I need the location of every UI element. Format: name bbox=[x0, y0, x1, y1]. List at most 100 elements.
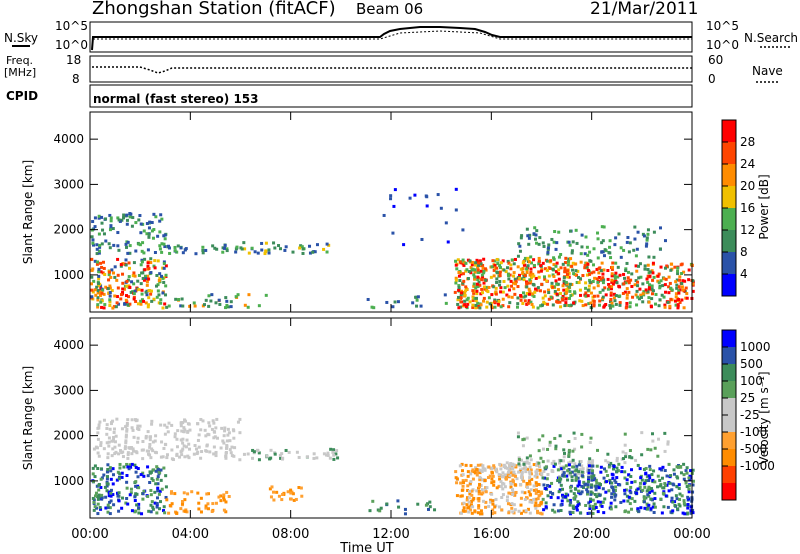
scatter-cell bbox=[454, 259, 458, 263]
scatter-cell bbox=[221, 439, 225, 443]
scatter-cell bbox=[173, 245, 177, 249]
scatter-cell bbox=[278, 247, 282, 251]
scatter-cell bbox=[481, 464, 485, 468]
scatter-cell bbox=[92, 508, 96, 512]
scatter-cell bbox=[596, 280, 600, 284]
scatter-cell bbox=[552, 503, 556, 507]
scatter-cell bbox=[547, 297, 551, 301]
scatter-cell bbox=[658, 298, 662, 302]
scatter-cell bbox=[675, 286, 679, 290]
scatter-cell bbox=[645, 475, 649, 479]
scatter-cell bbox=[472, 284, 476, 288]
scatter-cell bbox=[498, 280, 502, 284]
scatter-cell bbox=[516, 265, 520, 269]
scatter-cell bbox=[541, 460, 545, 464]
scatter-cell bbox=[154, 469, 158, 473]
scatter-cell bbox=[128, 215, 132, 219]
scatter-cell bbox=[555, 292, 559, 296]
scatter-cell bbox=[129, 465, 133, 469]
scatter-cell bbox=[507, 305, 511, 309]
scatter-cell bbox=[116, 286, 120, 290]
scatter-cell bbox=[98, 245, 102, 249]
scatter-cell bbox=[207, 294, 211, 298]
scatter-cell bbox=[680, 282, 684, 286]
scatter-cell bbox=[540, 268, 544, 272]
scatter-cell bbox=[182, 444, 186, 448]
scatter-cell bbox=[132, 295, 136, 299]
scatter-cell bbox=[520, 458, 524, 462]
scatter-cell bbox=[484, 490, 488, 494]
scatter-cell bbox=[477, 485, 481, 489]
scatter-cell bbox=[569, 489, 573, 493]
scatter-cell bbox=[199, 510, 203, 514]
scatter-cell bbox=[212, 452, 216, 456]
colorbar-segment bbox=[722, 274, 736, 296]
scatter-cell bbox=[660, 293, 664, 297]
scatter-cell bbox=[93, 505, 97, 509]
scatter-cell bbox=[269, 456, 273, 460]
scatter-cell bbox=[466, 474, 470, 478]
scatter-cell bbox=[111, 467, 115, 471]
scatter-cell bbox=[92, 500, 96, 504]
scatter-cell bbox=[660, 468, 664, 472]
scatter-cell bbox=[650, 489, 654, 493]
scatter-cell bbox=[562, 471, 566, 475]
scatter-cell bbox=[499, 484, 503, 488]
scatter-cell bbox=[482, 269, 486, 273]
scatter-cell bbox=[537, 262, 541, 266]
scatter-cell bbox=[659, 226, 663, 230]
scatter-cell bbox=[113, 427, 117, 431]
scatter-cell bbox=[120, 475, 124, 479]
scatter-cell bbox=[156, 259, 160, 263]
scatter-cell bbox=[455, 494, 459, 498]
scatter-cell bbox=[568, 510, 572, 514]
scatter-cell bbox=[623, 443, 627, 447]
scatter-cell bbox=[162, 260, 166, 264]
scatter-cell bbox=[284, 448, 288, 452]
scatter-cell bbox=[97, 274, 101, 278]
scatter-cell bbox=[99, 291, 103, 295]
scatter-cell bbox=[519, 298, 523, 302]
scatter-cell bbox=[608, 245, 612, 249]
scatter-cell bbox=[622, 499, 626, 503]
scatter-cell bbox=[528, 482, 532, 486]
scatter-cell bbox=[158, 219, 162, 223]
scatter-cell bbox=[534, 488, 538, 492]
scatter-cell bbox=[528, 472, 532, 476]
scatter-cell bbox=[225, 247, 229, 251]
scatter-cell bbox=[130, 418, 134, 422]
scatter-cell bbox=[108, 512, 112, 516]
scatter-cell bbox=[477, 506, 481, 510]
scatter-cell bbox=[603, 248, 607, 252]
scatter-cell bbox=[679, 263, 683, 267]
scatter-cell bbox=[533, 226, 537, 230]
scatter-cell bbox=[592, 299, 596, 303]
scatter-cell bbox=[104, 239, 108, 243]
scatter-cell bbox=[523, 498, 527, 502]
scatter-cell bbox=[528, 479, 532, 483]
scatter-cell bbox=[584, 281, 588, 285]
scatter-cell bbox=[425, 204, 429, 208]
scatter-cell bbox=[146, 248, 150, 252]
scatter-cell bbox=[503, 466, 507, 470]
scatter-cell bbox=[613, 478, 617, 482]
scatter-cell bbox=[134, 300, 138, 304]
scatter-cell bbox=[150, 221, 154, 225]
scatter-cell bbox=[602, 225, 606, 229]
scatter-cell bbox=[630, 272, 634, 276]
scatter-cell bbox=[514, 280, 518, 284]
scatter-cell bbox=[156, 289, 160, 293]
scatter-cell bbox=[602, 278, 606, 282]
scatter-cell bbox=[324, 453, 328, 457]
scatter-cell bbox=[689, 511, 693, 515]
scatter-cell bbox=[519, 267, 523, 271]
scatter-cell bbox=[609, 507, 613, 511]
scatter-cell bbox=[519, 468, 523, 472]
scatter-cell bbox=[283, 248, 287, 252]
scatter-cell bbox=[674, 280, 678, 284]
scatter-cell bbox=[627, 281, 631, 285]
scatter-cell bbox=[563, 451, 567, 455]
scatter-cell bbox=[608, 478, 612, 482]
